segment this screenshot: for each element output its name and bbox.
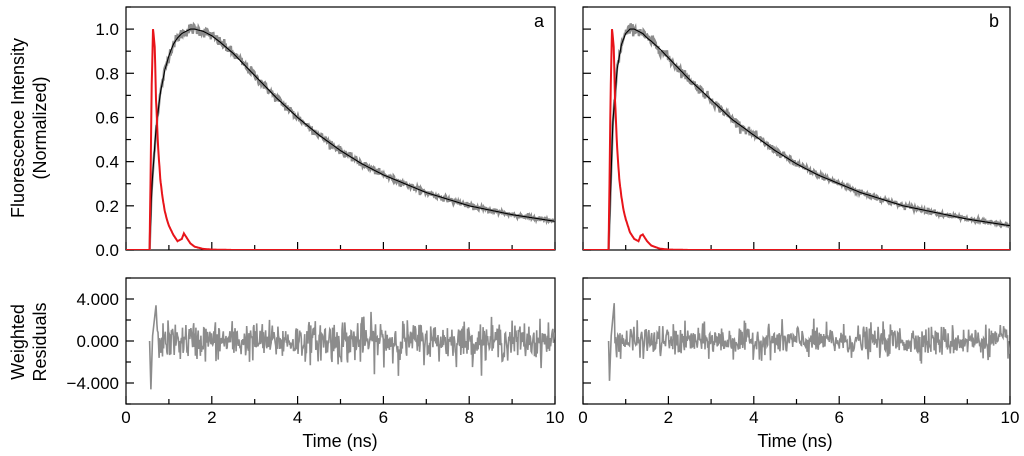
panel-a-residuals-xtick-label: 6 <box>379 408 388 427</box>
panel-a-ytick-label: 0.0 <box>95 241 119 260</box>
panel-a-residuals-xtick-label: 2 <box>207 408 216 427</box>
panel-b-series-fit <box>583 28 1010 250</box>
panel-a-residuals-ytick-label: 4.000 <box>76 290 119 309</box>
panel-b-residuals-xtick-label: 2 <box>664 408 673 427</box>
panel-a-residuals-series-residuals <box>148 305 555 390</box>
panel-a-ytick-label: 0.8 <box>95 64 119 83</box>
panel-a-residuals-ytick-label: −4.000 <box>67 374 119 393</box>
panel-b-letter: b <box>989 11 999 31</box>
panel-a-decay: 0.0 0.2 0.4 0.6 0.8 1.0 a <box>95 6 556 260</box>
panel-a-residuals-xtick-label: 0 <box>121 408 130 427</box>
panel-b-residuals-xtick-label: 10 <box>1001 408 1020 427</box>
panel-b-decay: b <box>582 6 1011 251</box>
panel-b-series-data <box>607 23 1010 250</box>
panel-a-ytick-label: 0.6 <box>95 108 119 127</box>
panel-a-letter: a <box>534 11 545 31</box>
panel-a-residuals-xtick-label: 4 <box>293 408 302 427</box>
panel-b-residuals-xtick-label: 6 <box>834 408 843 427</box>
panel-a-series-fit <box>126 28 555 250</box>
panel-a-ytick-label: 1.0 <box>95 20 119 39</box>
panel-a-series-irf <box>126 28 555 250</box>
panel-b-residuals-xtick-label: 8 <box>920 408 929 427</box>
panel-a-ytick-label: 0.4 <box>95 153 119 172</box>
ylabel-top-line1: Fluorescence Intensity <box>8 38 28 218</box>
panel-a-residuals-ytick-label: 0.000 <box>76 332 119 351</box>
ylabel-top-line2: (Normalized) <box>30 76 50 179</box>
panel-b-residuals-series-residuals <box>607 303 1010 381</box>
panel-b-residuals-plot-area <box>607 303 1010 381</box>
panel-a-residuals: 0 2 4 6 8 10 4.000 0.000 −4.000 <box>67 277 565 427</box>
panel-b-series-irf <box>583 28 1010 250</box>
panel-a-series-data <box>148 21 555 250</box>
panel-b-residuals: 0 2 4 6 8 10 <box>578 277 1020 427</box>
panel-b-residuals-xtick-label: 0 <box>578 408 587 427</box>
ylabel-bottom-line2: Residuals <box>30 302 50 381</box>
panel-a-frame <box>125 6 556 251</box>
panel-a-residuals-xtick-label: 10 <box>546 408 565 427</box>
panel-a-plot-area <box>126 21 555 250</box>
panel-b-residuals-xtick-label: 4 <box>749 408 758 427</box>
xlabel-right: Time (ns) <box>757 431 832 451</box>
panel-a-ytick-label: 0.2 <box>95 197 119 216</box>
panel-a-residuals-plot-area <box>148 305 555 390</box>
xlabel-left: Time (ns) <box>302 431 377 451</box>
panel-b-plot-area <box>583 23 1010 250</box>
ylabel-bottom-line1: Weighted <box>8 304 28 380</box>
panel-a-residuals-xtick-label: 8 <box>464 408 473 427</box>
